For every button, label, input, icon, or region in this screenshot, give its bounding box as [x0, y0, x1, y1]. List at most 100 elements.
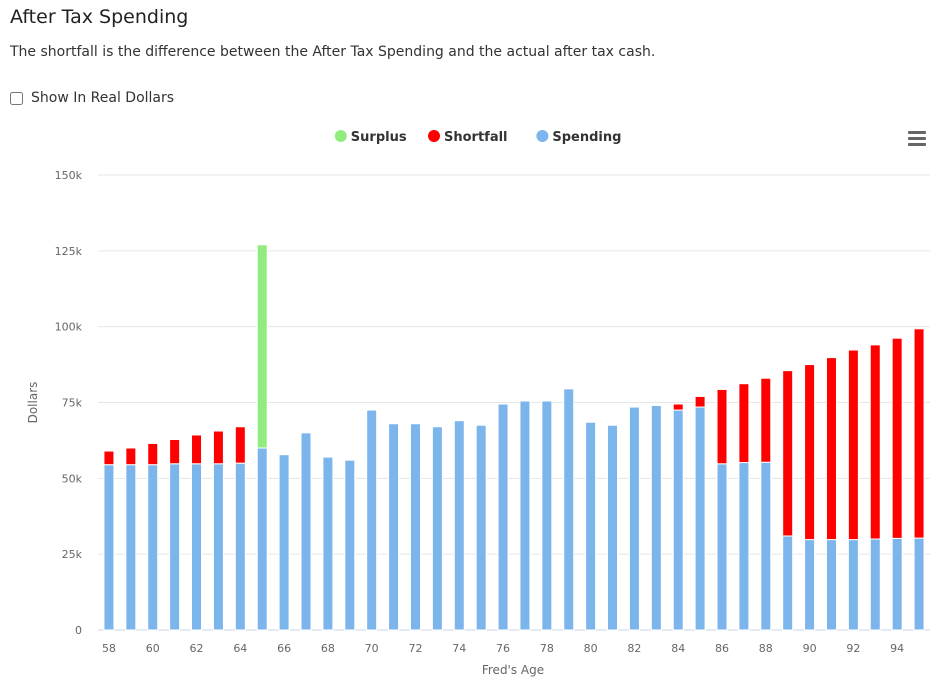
y-tick-label: 150k	[55, 169, 83, 182]
bar-spending-86[interactable]	[716, 463, 728, 631]
real-dollars-checkbox[interactable]	[10, 91, 23, 105]
bar-spending-78[interactable]	[541, 400, 553, 631]
legend-marker	[334, 130, 347, 142]
legend-item-surplus[interactable]: Surplus	[334, 130, 407, 145]
bar-shortfall-85[interactable]	[694, 395, 706, 408]
y-tick-label: 25k	[62, 548, 83, 561]
x-tick-label: 78	[540, 642, 554, 655]
axes: 0 25k 50k 75k 100k 125k 150k 58 60 62 64 66 68 70 72 74…	[26, 169, 904, 677]
bar-spending-87[interactable]	[738, 462, 750, 631]
bar-shortfall-64[interactable]	[234, 426, 246, 464]
bar-spending-67[interactable]	[300, 432, 312, 631]
real-dollars-label: Show In Real Dollars	[31, 90, 175, 106]
bar-spending-81[interactable]	[607, 424, 619, 631]
legend-label: Surplus	[351, 130, 407, 145]
bar-spending-68[interactable]	[322, 456, 334, 631]
x-tick-label: 64	[233, 642, 247, 655]
bar-spending-93[interactable]	[869, 538, 881, 631]
x-axis-title: Fred's Age	[482, 663, 544, 677]
bar-spending-82[interactable]	[628, 406, 640, 631]
bar-shortfall-60[interactable]	[147, 442, 159, 466]
bar-shortfall-92[interactable]	[847, 349, 859, 541]
bar-spending-61[interactable]	[169, 463, 181, 631]
bar-spending-69[interactable]	[344, 459, 356, 631]
bar-spending-76[interactable]	[497, 403, 509, 631]
bar-spending-77[interactable]	[519, 400, 531, 631]
y-tick-label: 75k	[62, 397, 83, 410]
x-tick-label: 72	[408, 642, 422, 655]
legend-item-shortfall[interactable]: Shortfall	[428, 130, 508, 145]
bar-shortfall-94[interactable]	[891, 337, 903, 539]
legend-item-spending[interactable]: Spending	[536, 130, 621, 145]
bar-shortfall-95[interactable]	[913, 328, 925, 539]
bar-spending-94[interactable]	[891, 537, 903, 631]
bar-spending-74[interactable]	[453, 420, 465, 631]
bar-spending-58[interactable]	[103, 464, 115, 631]
bar-shortfall-58[interactable]	[103, 450, 115, 466]
x-tick-label: 86	[715, 642, 729, 655]
bar-spending-63[interactable]	[212, 463, 224, 631]
x-tick-label: 84	[671, 642, 685, 655]
bar-spending-75[interactable]	[475, 424, 487, 631]
x-tick-label: 58	[102, 642, 116, 655]
bar-spending-72[interactable]	[409, 423, 421, 631]
bar-shortfall-89[interactable]	[782, 370, 794, 537]
legend-label: Spending	[552, 130, 621, 145]
real-dollars-toggle[interactable]: Show In Real Dollars	[10, 90, 174, 106]
y-tick-label: 0	[75, 624, 82, 637]
bar-surplus-65[interactable]	[256, 244, 268, 449]
x-tick-label: 68	[321, 642, 335, 655]
page-title: After Tax Spending	[10, 6, 189, 28]
bar-spending-71[interactable]	[388, 423, 400, 631]
bar-spending-83[interactable]	[650, 405, 662, 631]
bar-spending-95[interactable]	[913, 537, 925, 631]
x-tick-label: 92	[846, 642, 860, 655]
bar-spending-80[interactable]	[585, 421, 597, 631]
bar-spending-70[interactable]	[366, 409, 378, 631]
x-tick-label: 88	[759, 642, 773, 655]
page-subtitle: The shortfall is the difference between …	[10, 44, 656, 60]
spending-chart: 0 25k 50k 75k 100k 125k 150k 58 60 62 64 66 68 70 72 74…	[26, 130, 930, 677]
bar-spending-60[interactable]	[147, 464, 159, 631]
x-tick-label: 90	[803, 642, 817, 655]
bar-shortfall-90[interactable]	[804, 364, 816, 541]
bar-shortfall-61[interactable]	[169, 439, 181, 465]
bar-shortfall-88[interactable]	[760, 377, 772, 463]
bar-shortfall-84[interactable]	[672, 403, 684, 411]
bar-spending-79[interactable]	[563, 388, 575, 631]
bar-spending-85[interactable]	[694, 406, 706, 631]
x-tick-label: 94	[890, 642, 904, 655]
legend-marker	[428, 130, 440, 142]
y-tick-label: 125k	[55, 245, 83, 258]
legend-marker	[536, 130, 549, 142]
bar-spending-59[interactable]	[125, 464, 137, 631]
x-tick-label: 74	[452, 642, 466, 655]
bar-shortfall-93[interactable]	[869, 344, 881, 540]
legend-label: Shortfall	[444, 130, 508, 145]
bar-spending-91[interactable]	[825, 539, 837, 631]
x-tick-label: 62	[190, 642, 204, 655]
bar-spending-84[interactable]	[672, 409, 684, 631]
x-tick-label: 66	[277, 642, 291, 655]
bar-spending-90[interactable]	[804, 539, 816, 631]
chart-legend: Surplus Shortfall Spending	[334, 130, 621, 145]
bar-spending-64[interactable]	[234, 462, 246, 631]
bar-shortfall-86[interactable]	[716, 388, 728, 465]
bar-shortfall-63[interactable]	[212, 430, 224, 465]
bar-series	[103, 244, 925, 631]
hamburger-menu-icon[interactable]	[908, 131, 926, 146]
bar-spending-65[interactable]	[256, 447, 268, 631]
bar-shortfall-91[interactable]	[825, 357, 837, 541]
bar-spending-88[interactable]	[760, 461, 772, 631]
y-tick-label: 100k	[55, 321, 83, 334]
bar-shortfall-87[interactable]	[738, 383, 750, 464]
bar-spending-92[interactable]	[847, 539, 859, 631]
x-tick-label: 76	[496, 642, 510, 655]
bar-shortfall-59[interactable]	[125, 447, 137, 466]
bar-spending-66[interactable]	[278, 454, 290, 631]
bar-spending-89[interactable]	[782, 535, 794, 631]
bar-shortfall-62[interactable]	[191, 434, 203, 465]
bar-spending-73[interactable]	[431, 426, 443, 631]
bar-spending-62[interactable]	[191, 463, 203, 631]
y-tick-label: 50k	[62, 472, 83, 485]
